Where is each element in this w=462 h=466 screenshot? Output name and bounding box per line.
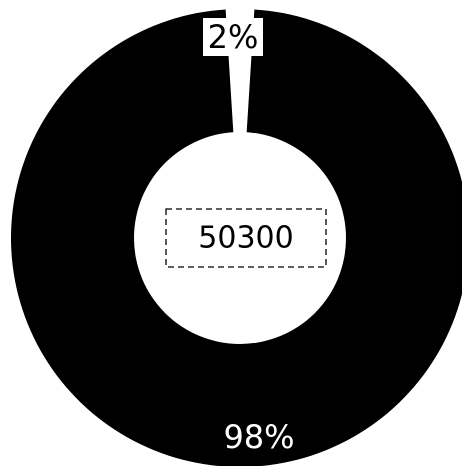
slice-label-2pct: 2% — [208, 18, 259, 56]
center-label: 50300 — [198, 221, 293, 256]
donut-hole — [134, 132, 346, 344]
center-label-box — [165, 208, 327, 268]
slice-label-box-2pct — [203, 18, 263, 56]
slice-label-98pct: 98% — [223, 418, 294, 456]
pie-slice-0 — [225, 8, 255, 238]
